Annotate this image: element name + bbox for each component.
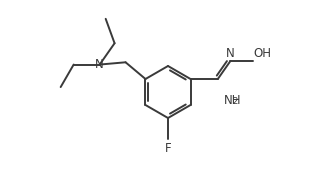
Text: N: N: [226, 47, 235, 60]
Text: F: F: [165, 142, 171, 155]
Text: OH: OH: [254, 47, 272, 60]
Text: N: N: [95, 58, 104, 71]
Text: 2: 2: [232, 97, 238, 106]
Text: NH: NH: [224, 94, 242, 107]
